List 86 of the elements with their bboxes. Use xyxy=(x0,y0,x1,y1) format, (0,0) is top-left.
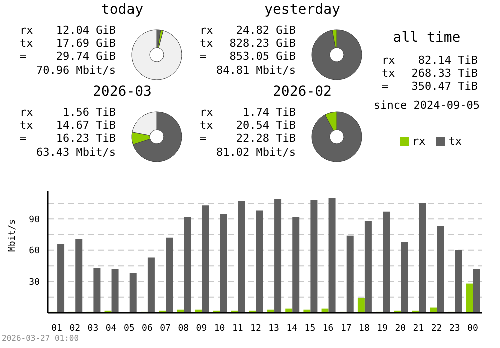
x-tick-label: 23 xyxy=(449,324,460,334)
bar xyxy=(238,201,246,313)
donut-slice xyxy=(312,112,362,162)
text: tx 20.54 TiB xyxy=(200,119,296,132)
text: tx 268.33 TiB xyxy=(382,67,478,80)
x-tick-label: 10 xyxy=(214,324,226,334)
bar xyxy=(148,258,155,313)
y-tick-label: 90 xyxy=(29,215,40,226)
bar xyxy=(401,242,408,313)
text: 84.81 Mbit/s xyxy=(216,64,296,77)
bar xyxy=(364,221,372,313)
bar xyxy=(358,298,365,313)
x-tick-label: 13 xyxy=(268,324,280,334)
x-tick-label: 00 xyxy=(468,324,478,334)
text: rx 12.04 GiB xyxy=(20,24,116,37)
bar xyxy=(383,212,390,313)
bar xyxy=(220,214,228,313)
bar xyxy=(274,199,282,313)
bar xyxy=(94,268,101,313)
bar xyxy=(76,238,83,313)
chart-title: 2026-03 xyxy=(92,84,153,100)
x-tick-label: 18 xyxy=(359,324,370,334)
x-tick-label: 06 xyxy=(142,324,153,334)
text: rx 24.82 GiB xyxy=(200,24,296,37)
text: rx 1.74 TiB xyxy=(200,106,296,119)
text: all time xyxy=(392,30,462,46)
x-tick-label: 11 xyxy=(232,324,244,334)
x-tick-label: 07 xyxy=(160,324,171,334)
y-axis-title: Mbit/s xyxy=(8,219,18,252)
bar xyxy=(328,198,336,313)
x-tick-label: 08 xyxy=(178,324,190,334)
x-tick-label: 02 xyxy=(70,324,81,334)
text: rx 82.14 TiB xyxy=(382,54,478,67)
bar xyxy=(346,236,354,313)
bar xyxy=(292,217,300,313)
chart-title: 2026-02 xyxy=(272,84,332,100)
text: rx 1.56 TiB xyxy=(20,106,116,119)
x-tick-label: 19 xyxy=(377,324,388,334)
x-tick-label: 15 xyxy=(304,324,316,334)
text: 70.96 Mbit/s xyxy=(36,64,116,77)
bar xyxy=(455,250,462,313)
x-tick-label: 09 xyxy=(196,324,208,334)
donut-slice xyxy=(312,30,362,80)
y-tick-label: 30 xyxy=(29,278,40,288)
x-tick-label: 22 xyxy=(431,324,442,334)
chart-title: yesterday xyxy=(264,2,342,18)
donut-slice xyxy=(132,30,182,80)
text: 63.43 Mbit/s xyxy=(36,146,116,159)
bar xyxy=(166,238,174,313)
text: 2026-03-27 01:00 xyxy=(2,334,80,343)
bar xyxy=(130,273,137,313)
x-tick-label: 04 xyxy=(106,324,117,334)
text: = 22.28 TiB xyxy=(200,132,296,145)
x-tick-label: 21 xyxy=(413,324,424,334)
bar xyxy=(256,210,264,313)
bar xyxy=(437,226,444,313)
text: = 350.47 TiB xyxy=(382,80,478,93)
bar xyxy=(310,200,318,313)
text: tx 17.69 GiB xyxy=(20,37,116,50)
x-tick-label: 05 xyxy=(124,324,135,334)
text: tx 828.23 GiB xyxy=(200,37,296,50)
text: = 853.05 GiB xyxy=(200,50,296,63)
x-tick-label: 12 xyxy=(250,324,262,334)
text: since 2024-09-05 xyxy=(373,99,481,112)
text: 81.02 Mbit/s xyxy=(216,146,296,159)
legend-label: tx xyxy=(448,135,462,148)
x-tick-label: 20 xyxy=(395,324,406,334)
chart-title: today xyxy=(100,2,145,18)
x-tick-label: 01 xyxy=(52,324,62,334)
text: tx 14.67 TiB xyxy=(20,119,116,132)
bar xyxy=(112,269,119,313)
x-tick-label: 17 xyxy=(340,324,352,334)
bar xyxy=(184,217,192,313)
legend-label: rx xyxy=(412,135,426,148)
text: = 16.23 TiB xyxy=(20,132,116,145)
donut-slice xyxy=(132,112,182,162)
y-tick-label: 60 xyxy=(29,246,40,257)
bar xyxy=(58,244,65,313)
bar xyxy=(419,204,426,313)
x-tick-label: 03 xyxy=(88,324,99,334)
x-tick-label: 14 xyxy=(286,324,298,334)
text: = 29.74 GiB xyxy=(20,50,116,63)
bar xyxy=(473,269,480,313)
x-tick-label: 16 xyxy=(322,324,334,334)
bar xyxy=(466,284,474,313)
bar xyxy=(202,206,210,313)
